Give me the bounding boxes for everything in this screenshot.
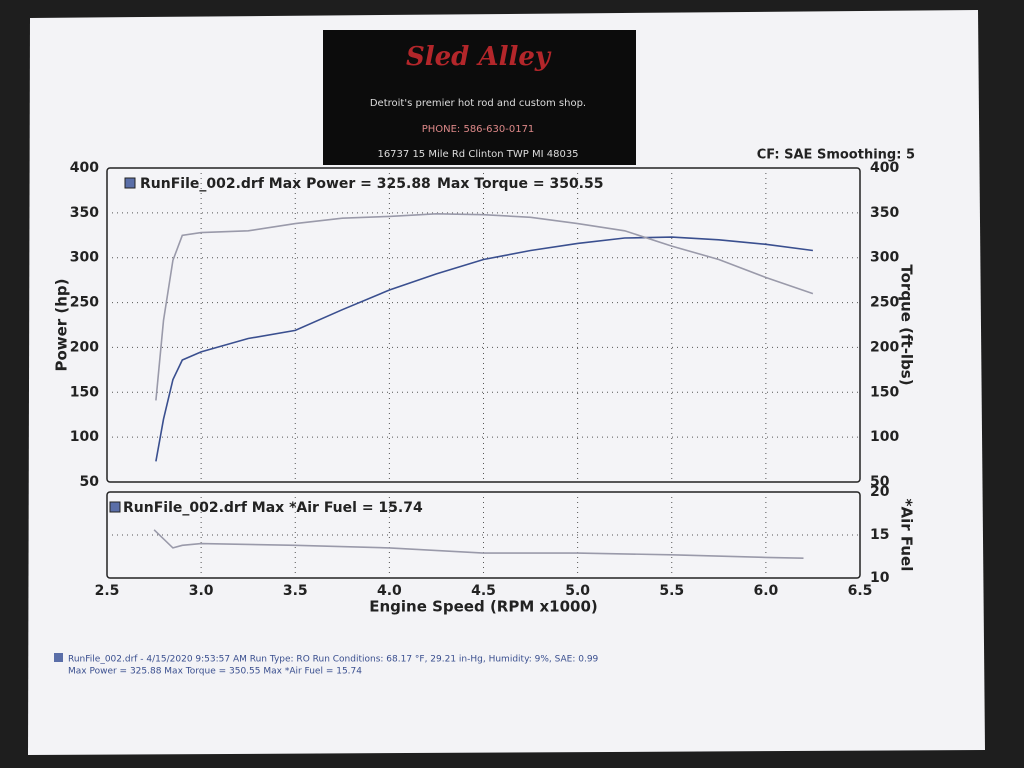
x-tick-label: 4.5 — [471, 583, 496, 599]
y2-tick-label: 50 — [870, 474, 890, 490]
annotation: Max Torque = 350.55 — [437, 176, 603, 192]
y2-tick-label: 300 — [870, 250, 899, 266]
y-tick-label: 50 — [80, 474, 100, 490]
x-tick-label: 4.0 — [377, 583, 402, 599]
tagline: Detroit's premier hot rod and custom sho… — [370, 98, 586, 109]
y2-tick-label: 250 — [870, 295, 899, 311]
y-tick-label: 100 — [70, 429, 99, 445]
y-axis-label: Power (hp) — [53, 278, 71, 371]
series-line — [155, 236, 814, 462]
logo: Sled Alley — [406, 42, 552, 72]
y2-tick-label: 200 — [870, 339, 899, 355]
series-line — [153, 529, 804, 559]
y-tick-label: 300 — [70, 250, 99, 266]
footer-icon — [54, 653, 63, 662]
title-icon — [109, 501, 121, 513]
x-tick-label: 3.5 — [283, 583, 308, 599]
logo-box — [323, 30, 636, 165]
title-icon — [124, 177, 136, 189]
y2-tick-label: 100 — [870, 429, 899, 445]
x-tick-label: 2.5 — [95, 583, 120, 599]
y2-tick-label: 150 — [870, 384, 899, 400]
x-tick-label: 5.5 — [659, 583, 684, 599]
y-tick-label: 150 — [70, 384, 99, 400]
address: 16737 15 Mile Rd Clinton TWP MI 48035 — [377, 149, 578, 160]
y-tick-label: 400 — [70, 160, 99, 176]
y2-axis-label: *Air Fuel — [898, 499, 916, 572]
x-tick-label: 6.5 — [848, 583, 873, 599]
y-tick-label: 200 — [70, 339, 99, 355]
chart-title: RunFile_002.drf Max *Air Fuel = 15.74 — [123, 500, 423, 516]
footer-line: RunFile_002.drf - 4/15/2020 9:53:57 AM R… — [68, 655, 599, 665]
series-line — [155, 212, 814, 401]
y2-axis-label: Torque (ft-lbs) — [898, 264, 916, 385]
y2-tick-label: 20 — [870, 484, 890, 500]
x-tick-label: 3.0 — [189, 583, 214, 599]
y2-tick-label: 350 — [870, 205, 899, 221]
footer-line: Max Power = 325.88 Max Torque = 350.55 M… — [68, 667, 362, 677]
settings: CF: SAE Smoothing: 5 — [757, 148, 915, 163]
y2-tick-label: 10 — [870, 570, 890, 586]
x-axis-label: Engine Speed (RPM x1000) — [369, 598, 598, 616]
y2-tick-label: 400 — [870, 160, 899, 176]
x-tick-label: 6.0 — [753, 583, 778, 599]
x-tick-label: 5.0 — [565, 583, 590, 599]
y2-tick-label: 15 — [870, 527, 889, 543]
y-tick-label: 350 — [70, 205, 99, 221]
y-tick-label: 250 — [70, 295, 99, 311]
chart-title: RunFile_002.drf Max Power = 325.88 — [140, 176, 431, 192]
phone: PHONE: 586-630-0171 — [422, 124, 535, 135]
